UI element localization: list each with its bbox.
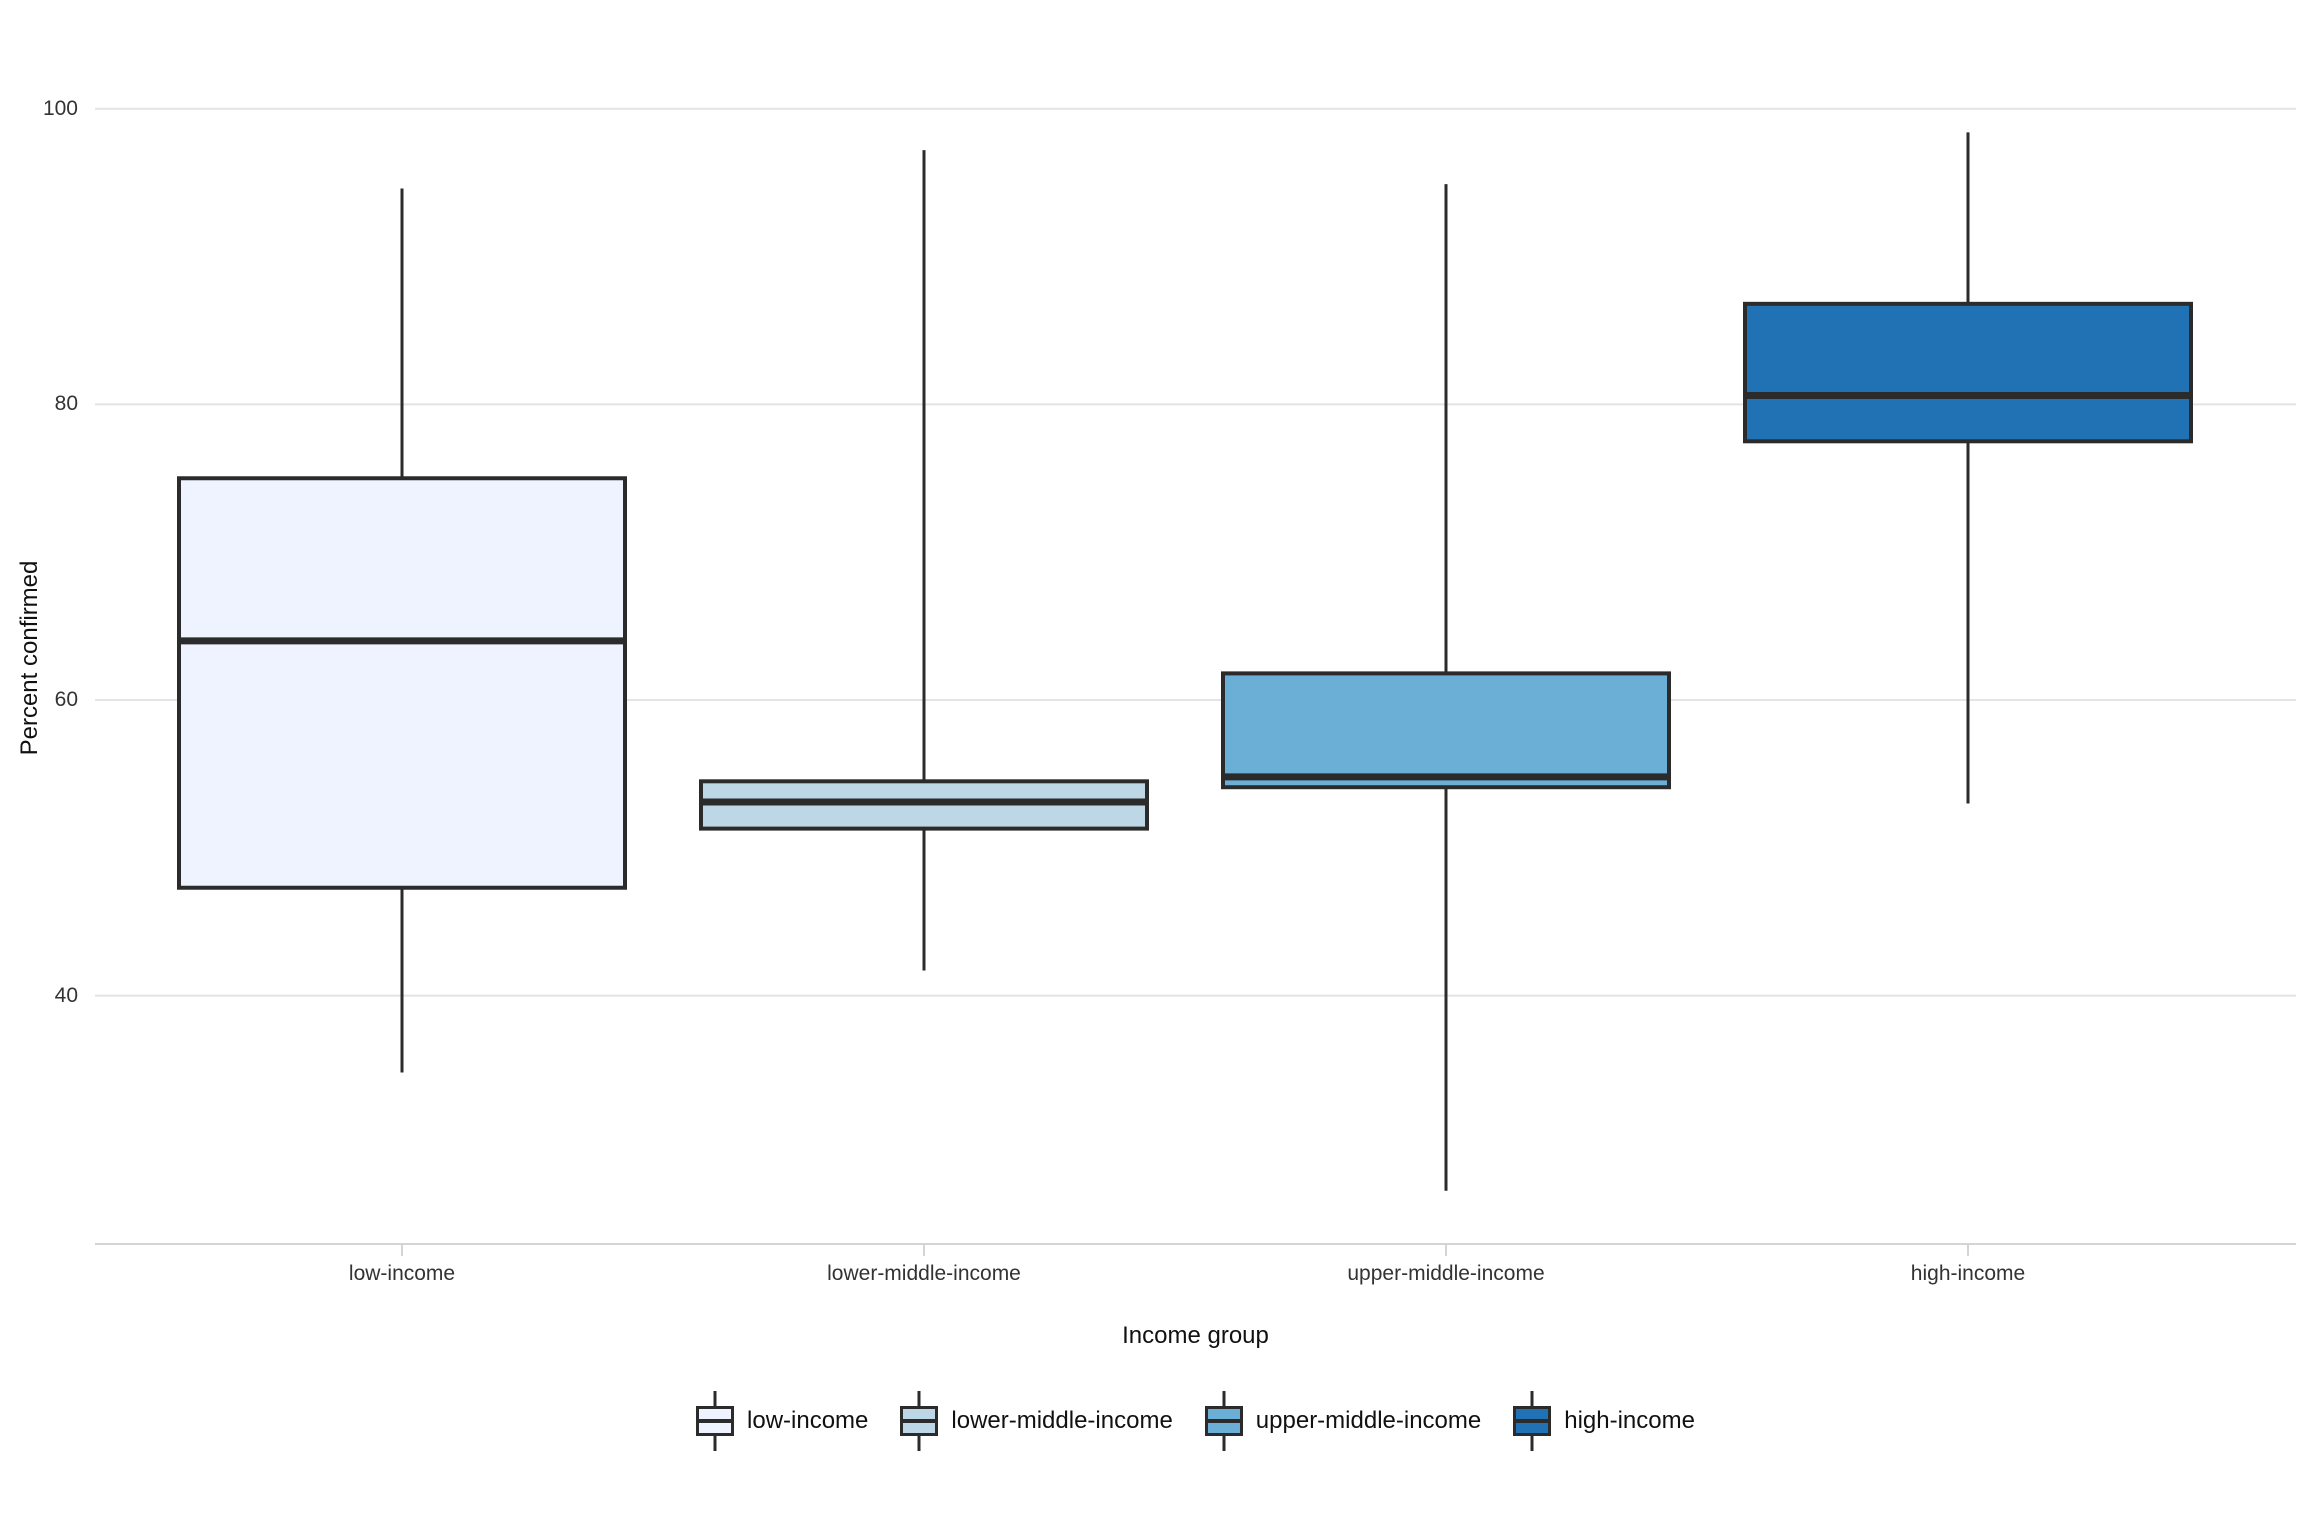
legend-label: low-income [747,1407,869,1434]
legend-item-lower-middle-income: lower-middle-income [900,1391,1173,1451]
legend-label: upper-middle-income [1255,1407,1482,1434]
legend-label: lower-middle-income [951,1407,1173,1434]
box-upper-middle-income [1221,671,1671,790]
legend-item-upper-middle-income: upper-middle-income [1204,1391,1482,1451]
y-tick-label-60: 60 [54,688,78,711]
glyph-box [1513,1406,1552,1436]
x-axis-title: Income group [1122,1322,1269,1349]
glyph-median [1516,1419,1549,1423]
boxplot-glyph-icon [1513,1391,1552,1451]
x-category-label-low-income: low-income [348,1262,456,1285]
glyph-box [900,1406,939,1436]
x-category-label-lower-middle-income: lower-middle-income [827,1262,1021,1285]
legend: low-income lower-middle-income upper-mid… [95,1390,2296,1452]
boxplot-glyph-icon [696,1391,735,1451]
y-tick-label-100: 100 [42,96,78,120]
y-axis-title: Percent confirmed [16,560,43,756]
boxplot-glyph-icon [1204,1391,1243,1451]
box-low-income [177,476,627,890]
x-category-label-upper-middle-income: upper-middle-income [1347,1262,1545,1285]
glyph-box [1204,1406,1243,1436]
glyph-median [903,1419,936,1423]
glyph-median [699,1419,732,1423]
boxplot-glyph-icon [900,1391,939,1451]
x-category-label-high-income: high-income [1910,1262,2026,1285]
legend-item-low-income: low-income [696,1391,868,1451]
legend-item-high-income: high-income [1513,1391,1695,1451]
glyph-median [1207,1419,1240,1423]
y-tick-label-40: 40 [54,983,78,1007]
y-tick-label-80: 80 [54,392,78,416]
legend-label: high-income [1564,1407,1695,1434]
glyph-box [696,1406,735,1436]
box-high-income [1743,301,2193,444]
